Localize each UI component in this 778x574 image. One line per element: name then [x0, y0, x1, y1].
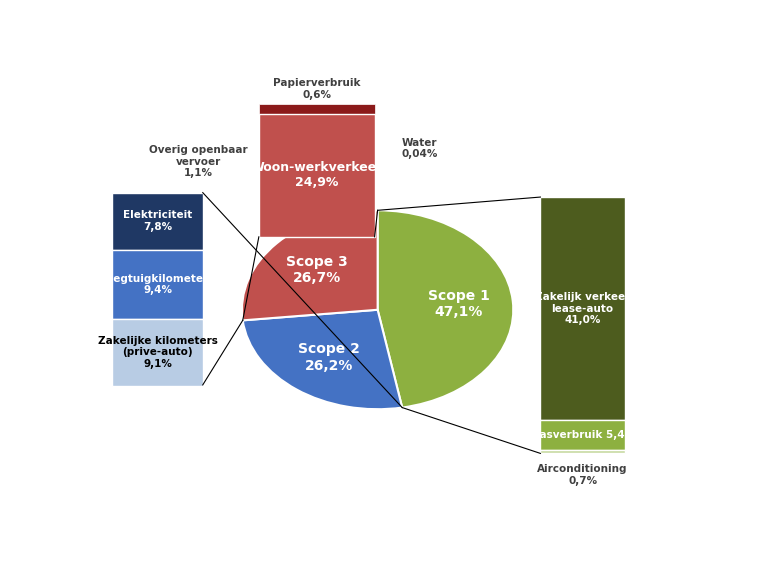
Text: Scope 3
26,7%: Scope 3 26,7%	[286, 255, 348, 285]
Text: Papierverbruik
0,6%: Papierverbruik 0,6%	[273, 78, 360, 100]
Wedge shape	[377, 210, 513, 408]
Text: Zakelijk verkeer
lease-auto
41,0%: Zakelijk verkeer lease-auto 41,0%	[535, 292, 630, 325]
Text: Elektriciteit
7,8%: Elektriciteit 7,8%	[123, 211, 192, 232]
Bar	[112, 250, 203, 319]
Text: Overig openbaar
vervoer
1,1%: Overig openbaar vervoer 1,1%	[149, 145, 248, 179]
Bar	[112, 193, 203, 250]
Text: Scope 2
26,2%: Scope 2 26,2%	[298, 343, 360, 373]
Bar	[259, 104, 374, 114]
Bar	[541, 449, 625, 453]
Wedge shape	[243, 310, 402, 409]
Text: Vliegtuigkilometers
9,4%: Vliegtuigkilometers 9,4%	[100, 274, 216, 295]
Text: Scope 1
47,1%: Scope 1 47,1%	[428, 289, 489, 319]
Bar	[112, 319, 203, 386]
Text: Zakelijke kilometers
(prive-auto)
9,1%: Zakelijke kilometers (prive-auto) 9,1%	[97, 336, 218, 369]
Bar	[259, 114, 374, 237]
Text: Woon-werkverkeer
24,9%: Woon-werkverkeer 24,9%	[251, 161, 383, 189]
Text: Water
0,04%: Water 0,04%	[401, 138, 438, 159]
Bar	[541, 197, 625, 420]
Bar	[541, 420, 625, 449]
Text: Gasverbruik 5,4%: Gasverbruik 5,4%	[531, 430, 635, 440]
Text: Airconditioning
0,7%: Airconditioning 0,7%	[538, 464, 628, 486]
Wedge shape	[242, 210, 377, 320]
